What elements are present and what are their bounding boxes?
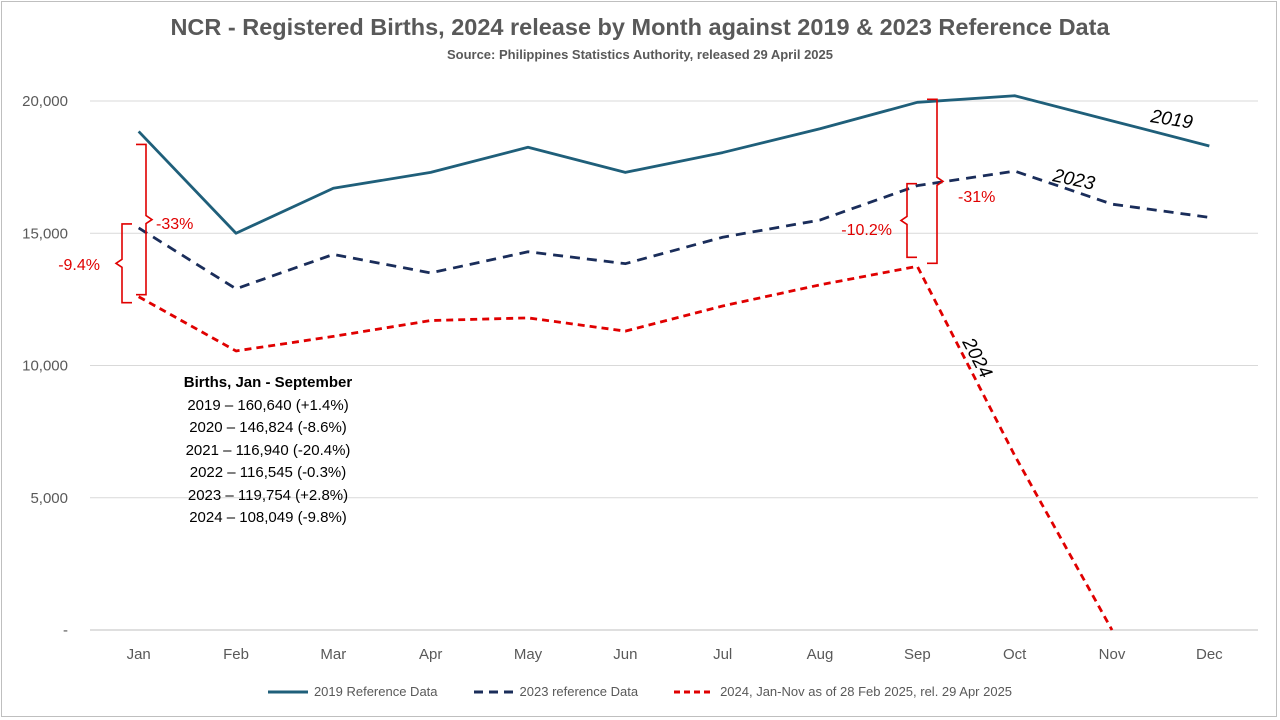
bracket-sep-2023 bbox=[899, 182, 917, 259]
summary-line: 2022 – 116,545 (-0.3%) bbox=[189, 464, 347, 481]
x-tick-label: Mar bbox=[320, 646, 346, 663]
bracket-jan-2023 bbox=[114, 223, 132, 304]
summary-line: 2019 – 160,640 (+1.4%) bbox=[187, 396, 349, 414]
y-tick-label: 15,000 bbox=[22, 225, 68, 242]
x-tick-label: Sep bbox=[904, 646, 931, 663]
chart-title: NCR - Registered Births, 2024 release by… bbox=[170, 14, 1110, 40]
legend-item-2019: 2019 Reference Data bbox=[267, 684, 438, 699]
bracket-jan-2019 bbox=[136, 143, 154, 296]
x-tick-label: Feb bbox=[223, 646, 249, 663]
legend-swatch-2024 bbox=[674, 690, 715, 693]
series-line-2024 bbox=[137, 264, 1114, 631]
chart-legend: 2019 Reference Data 2023 reference Data … bbox=[0, 684, 1280, 699]
series-line-2019 bbox=[137, 94, 1210, 235]
legend-swatch-2019 bbox=[267, 690, 308, 693]
x-tick-label: Nov bbox=[1099, 646, 1126, 663]
x-tick-label: Aug bbox=[807, 646, 834, 663]
summary-line: 2021 – 116,940 (-20.4%) bbox=[185, 441, 351, 459]
x-tick-label: Jan bbox=[127, 646, 151, 663]
y-tick-label: 20,000 bbox=[22, 93, 68, 110]
series-label-2019: 2019 bbox=[1148, 106, 1194, 134]
annotation-label: -10.2% bbox=[841, 222, 892, 239]
y-tick-label: 10,000 bbox=[22, 358, 68, 375]
x-tick-label: Jul bbox=[713, 646, 732, 663]
summary-line: 2020 – 146,824 (-8.6%) bbox=[189, 419, 347, 436]
x-tick-label: Jun bbox=[613, 646, 637, 663]
y-tick-label: - bbox=[63, 622, 68, 639]
annotation-label: -31% bbox=[958, 189, 995, 206]
legend-label-2023: 2023 reference Data bbox=[519, 684, 639, 699]
summary-line: 2024 – 108,049 (-9.8%) bbox=[189, 509, 347, 526]
x-tick-label: May bbox=[514, 646, 543, 663]
legend-label-2024: 2024, Jan-Nov as of 28 Feb 2025, rel. 29… bbox=[720, 684, 1013, 699]
bracket-sep-2019 bbox=[927, 98, 945, 265]
births-summary-box: Births, Jan - September 2019 – 160,640 (… bbox=[158, 372, 378, 530]
legend-label-2019: 2019 Reference Data bbox=[313, 684, 438, 699]
x-tick-label: Oct bbox=[1003, 646, 1027, 663]
summary-line: 2023 – 119,754 (+2.8%) bbox=[187, 486, 349, 504]
series-line-2023 bbox=[137, 169, 1210, 291]
annotation-label: -33% bbox=[156, 216, 193, 233]
legend-item-2023: 2023 reference Data bbox=[473, 684, 639, 699]
legend-swatch-2023 bbox=[473, 690, 514, 693]
y-tick-label: 5,000 bbox=[30, 490, 68, 507]
annotation-label: -9.4% bbox=[58, 257, 100, 274]
x-tick-label: Apr bbox=[419, 646, 442, 663]
x-tick-label: Dec bbox=[1196, 646, 1223, 663]
chart-subtitle: Source: Philippines Statistics Authority… bbox=[446, 47, 834, 62]
series-label-2023: 2023 bbox=[1050, 165, 1097, 195]
legend-item-2024: 2024, Jan-Nov as of 28 Feb 2025, rel. 29… bbox=[674, 684, 1012, 699]
summary-heading: Births, Jan - September bbox=[183, 374, 353, 391]
